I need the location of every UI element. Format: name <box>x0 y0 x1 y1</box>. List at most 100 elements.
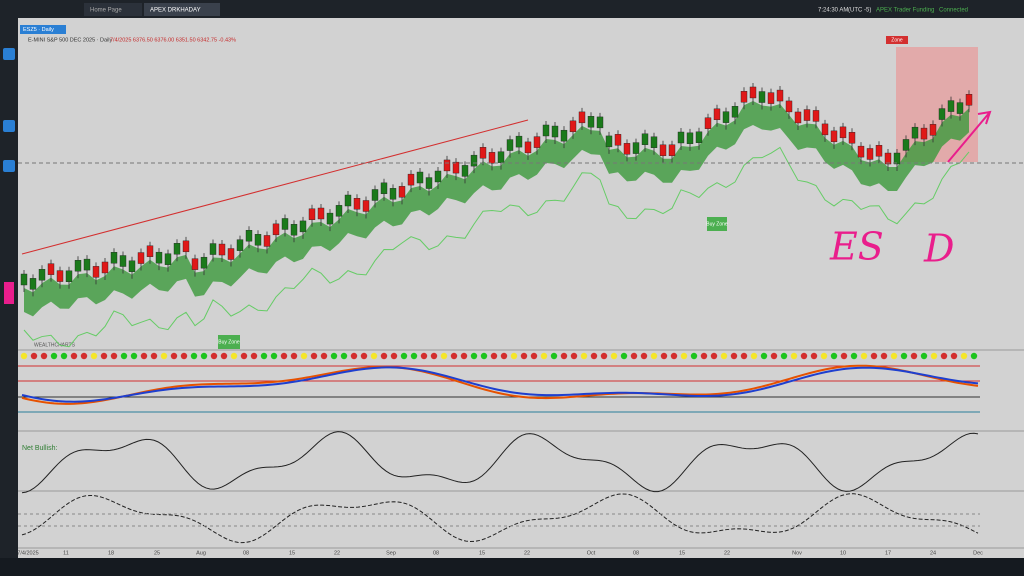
x-axis-label: 10 <box>840 550 846 556</box>
candle <box>866 148 874 160</box>
signal-dot <box>340 352 348 360</box>
x-axis-label: 08 <box>433 550 439 556</box>
signal-dot <box>610 352 618 360</box>
candle <box>200 256 208 269</box>
net-label: Net Bullish: <box>22 445 57 452</box>
signal-dot <box>50 352 58 360</box>
candle <box>326 212 334 225</box>
candle <box>389 188 397 200</box>
candle <box>353 198 361 210</box>
signal-dot <box>30 352 38 360</box>
candle <box>461 165 469 177</box>
candle <box>344 194 352 207</box>
candle <box>686 132 694 145</box>
candle <box>434 170 442 183</box>
signal-dot <box>310 352 318 360</box>
candle <box>569 120 577 133</box>
zone-label: Buy Zone <box>218 339 240 345</box>
signal-dot <box>790 352 798 360</box>
signal-dot <box>200 352 208 360</box>
signal-dot <box>280 352 288 360</box>
candle <box>767 92 775 104</box>
candle <box>965 94 973 106</box>
signal-dot <box>750 352 758 360</box>
x-axis-label: 18 <box>108 550 114 556</box>
candle <box>632 142 640 154</box>
signal-dot <box>690 352 698 360</box>
candle <box>524 141 532 154</box>
candle <box>128 260 136 272</box>
add-button[interactable] <box>3 48 15 60</box>
signal-dot <box>670 352 678 360</box>
tab-label[interactable]: APEX DRKHADAY <box>150 8 201 14</box>
candle <box>191 258 199 270</box>
zone-tag <box>218 335 240 349</box>
x-axis-label: 11 <box>63 550 69 556</box>
candle <box>218 243 226 256</box>
signal-dot <box>160 352 168 360</box>
symbol-chip[interactable] <box>20 25 66 34</box>
candle <box>281 218 289 230</box>
candle <box>731 106 739 118</box>
candle <box>65 270 73 282</box>
candle <box>839 126 847 139</box>
signal-dot <box>80 352 88 360</box>
x-axis-label: 7/4/2025 <box>17 550 38 556</box>
signal-dot <box>220 352 228 360</box>
candle <box>821 123 829 136</box>
handwriting: D <box>923 227 954 271</box>
candle <box>317 207 325 220</box>
candle <box>551 125 559 138</box>
tab-label[interactable]: Home Page <box>90 8 122 14</box>
signal-dot <box>740 352 748 360</box>
candle <box>911 126 919 139</box>
tab-active[interactable] <box>144 3 220 16</box>
candle <box>407 173 415 186</box>
candle <box>83 258 91 271</box>
candle <box>371 189 379 201</box>
candle <box>902 139 910 151</box>
x-axis-label: 25 <box>154 550 160 556</box>
signal-dot <box>60 352 68 360</box>
candle <box>47 263 55 275</box>
signal-dot <box>260 352 268 360</box>
signal-dot <box>360 352 368 360</box>
x-axis-label: Sep <box>386 550 396 556</box>
candle <box>515 135 523 148</box>
signal-dot <box>710 352 718 360</box>
signal-dot <box>570 352 578 360</box>
signal-dot <box>850 352 858 360</box>
candle <box>425 177 433 189</box>
color-swatch[interactable] <box>4 282 14 304</box>
candle <box>506 139 514 151</box>
signal-dot <box>880 352 888 360</box>
tool-active[interactable] <box>3 120 15 132</box>
candle <box>254 234 262 246</box>
candle <box>479 147 487 159</box>
signal-dot <box>410 352 418 360</box>
signal-dot <box>520 352 528 360</box>
tab[interactable] <box>84 3 142 16</box>
signal-dot <box>390 352 398 360</box>
net-line <box>21 431 979 494</box>
signal-dot <box>230 352 238 360</box>
signal-dot <box>780 352 788 360</box>
signal-dot <box>240 352 248 360</box>
signal-dot <box>590 352 598 360</box>
candle <box>938 108 946 120</box>
tool-active[interactable] <box>3 160 15 172</box>
x-axis-label: 15 <box>289 550 295 556</box>
candle <box>263 235 271 247</box>
candle <box>659 144 667 157</box>
signal-dot <box>820 352 828 360</box>
signal-dot <box>450 352 458 360</box>
candle <box>173 243 181 255</box>
x-axis-label: 22 <box>724 550 730 556</box>
candle <box>533 136 541 148</box>
x-axis-label: 08 <box>633 550 639 556</box>
candle <box>119 255 127 267</box>
candle <box>740 91 748 103</box>
osc-line <box>21 364 979 405</box>
signal-dot <box>350 352 358 360</box>
